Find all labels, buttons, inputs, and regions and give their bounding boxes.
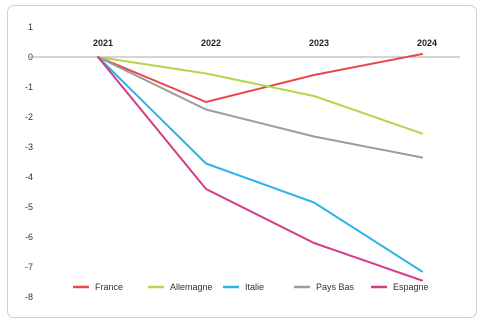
legend-label: Espagne	[393, 282, 429, 292]
y-axis-ticks: 10-1-2-3-4-5-6-7-8	[25, 22, 33, 302]
y-tick-label: -6	[25, 232, 33, 242]
legend-label: Italie	[245, 282, 264, 292]
y-tick-label: -5	[25, 202, 33, 212]
y-tick-label: -2	[25, 112, 33, 122]
x-tick-label: 2023	[309, 38, 329, 48]
x-tick-label: 2022	[201, 38, 221, 48]
x-tick-label: 2021	[93, 38, 113, 48]
legend-label: Pays Bas	[316, 282, 355, 292]
x-tick-label: 2024	[417, 38, 437, 48]
y-tick-label: -1	[25, 82, 33, 92]
y-tick-label: -3	[25, 142, 33, 152]
y-tick-label: -7	[25, 262, 33, 272]
series-line-allemagne	[97, 56, 423, 135]
y-tick-label: -4	[25, 172, 33, 182]
series-lines	[97, 53, 423, 282]
series-line-france	[97, 53, 423, 103]
series-line-espagne	[97, 56, 423, 282]
y-tick-label: -8	[25, 292, 33, 302]
legend: France Allemagne Italie Pays Bas Espagne	[73, 282, 429, 292]
legend-label: Allemagne	[170, 282, 213, 292]
x-axis-ticks: 2021 2022 2023 2024	[93, 38, 437, 48]
y-tick-label: 1	[28, 22, 33, 32]
legend-label: France	[95, 282, 123, 292]
series-line-italie	[97, 56, 423, 273]
series-line-pays-bas	[97, 56, 423, 159]
